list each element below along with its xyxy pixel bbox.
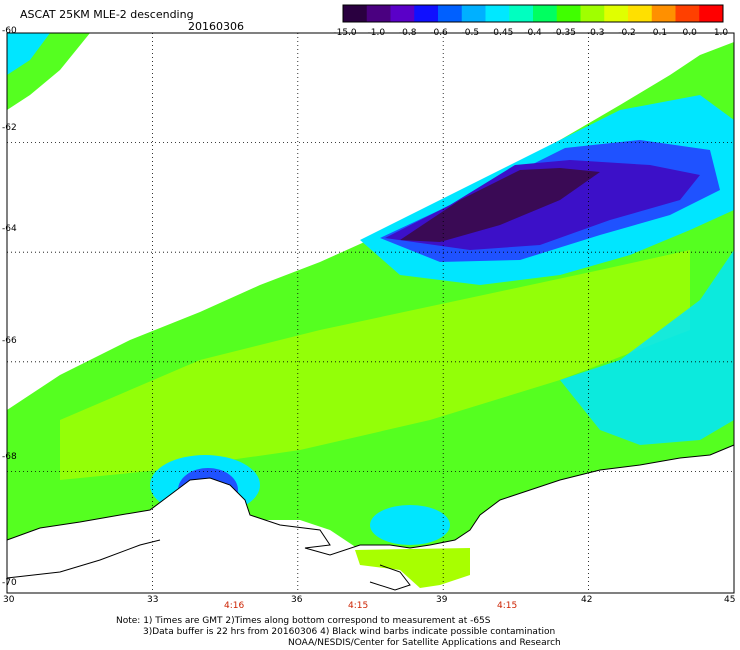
time-label: 4:15 bbox=[497, 601, 518, 611]
colorbar-swatch bbox=[343, 5, 368, 22]
swath-wedge-cyan bbox=[7, 33, 50, 75]
colorbar-swatch bbox=[366, 5, 391, 22]
colorbar-swatch bbox=[390, 5, 415, 22]
lon-label: 42 bbox=[581, 595, 593, 605]
colorbar-label: -0.5 bbox=[461, 28, 480, 38]
colorbar-swatch bbox=[461, 5, 486, 22]
lat-label: -68 bbox=[2, 452, 17, 462]
lat-label: -60 bbox=[2, 26, 17, 36]
colorbar-label: -0.3 bbox=[586, 28, 605, 38]
colorbar-swatch bbox=[604, 5, 629, 22]
footer-note-2: 3)Data buffer is 22 hrs from 20160306 4)… bbox=[143, 627, 556, 637]
gridlines bbox=[7, 33, 734, 593]
colorbar-swatch bbox=[628, 5, 653, 22]
colorbar-label: 1.0 bbox=[713, 28, 729, 38]
colorbar-swatch bbox=[438, 5, 463, 22]
colorbar-swatch bbox=[675, 5, 700, 22]
colorbar-label: -1.0 bbox=[367, 28, 386, 38]
colorbar-label: -0.2 bbox=[618, 28, 636, 38]
lat-label: -62 bbox=[2, 123, 17, 133]
lon-label: 30 bbox=[3, 595, 15, 605]
time-label: 4:16 bbox=[224, 601, 245, 611]
land-mask bbox=[7, 445, 734, 593]
colorbar-label: 0.0 bbox=[682, 28, 697, 38]
colorbar-label: -0.1 bbox=[649, 28, 668, 38]
colorbar-swatch bbox=[533, 5, 558, 22]
very-low-zone bbox=[400, 168, 600, 242]
colorbar-label: -0.6 bbox=[430, 28, 448, 38]
colorbar-swatch bbox=[485, 5, 510, 22]
lat-label: -70 bbox=[2, 578, 17, 588]
colorbar-swatch bbox=[699, 5, 724, 22]
colorbar-label: -0.4 bbox=[524, 28, 542, 38]
cyan-patch bbox=[370, 505, 450, 545]
colorbar-swatch bbox=[556, 5, 581, 22]
map-title: ASCAT 25KM MLE-2 descending bbox=[20, 8, 194, 21]
colorbar-swatch bbox=[509, 5, 534, 22]
island-outline bbox=[369, 564, 411, 591]
colorbar-swatch bbox=[580, 5, 605, 22]
shelf-patch bbox=[355, 548, 470, 588]
lon-label: 36 bbox=[291, 595, 303, 605]
colorbar-label: -0.35 bbox=[552, 28, 576, 38]
coastline-main bbox=[6, 444, 735, 556]
colorbar-border bbox=[342, 4, 724, 23]
time-label: 4:15 bbox=[348, 601, 369, 611]
coastline bbox=[6, 444, 735, 593]
colorbar-swatch bbox=[414, 5, 439, 22]
colorbar-label: -0.8 bbox=[398, 28, 417, 38]
lon-label: 33 bbox=[147, 595, 159, 605]
lat-label: -66 bbox=[2, 336, 17, 346]
coastline-inner bbox=[6, 539, 161, 579]
swath-band bbox=[60, 250, 690, 480]
footer-note-1: Note: 1) Times are GMT 2)Times along bot… bbox=[116, 616, 491, 626]
lon-label: 39 bbox=[436, 595, 448, 605]
lat-label: -64 bbox=[2, 224, 17, 234]
map-date: 20160306 bbox=[188, 20, 244, 33]
cyan-streak bbox=[560, 250, 734, 445]
footer-note-3: NOAA/NESDIS/Center for Satellite Applica… bbox=[288, 638, 561, 648]
lon-label: 45 bbox=[724, 595, 736, 605]
map-frame bbox=[6, 32, 735, 594]
colorbar bbox=[342, 4, 724, 23]
colorbar-swatch bbox=[651, 5, 676, 22]
colorbar-label: -15.0 bbox=[333, 28, 357, 38]
colorbar-label: -0.45 bbox=[490, 28, 514, 38]
